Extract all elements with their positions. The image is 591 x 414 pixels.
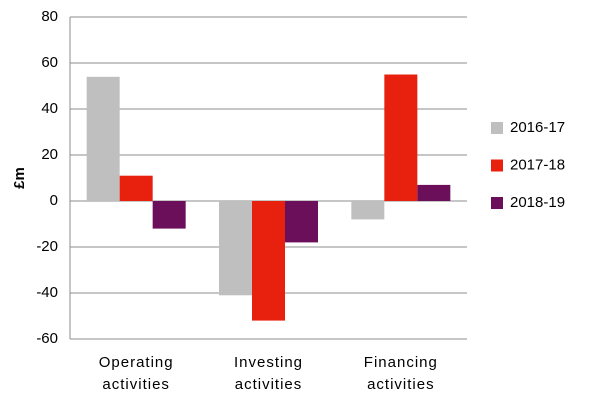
bar (384, 74, 418, 201)
x-tick-label: Financing activities (363, 354, 438, 393)
bar (285, 201, 318, 243)
y-tick-label: 0 (50, 192, 58, 209)
y-tick-label: 60 (41, 54, 58, 71)
y-tick-label: -60 (36, 330, 58, 347)
bar (417, 184, 451, 201)
y-axis-label: £m (11, 167, 28, 189)
bar (119, 175, 153, 201)
legend-swatch (491, 122, 503, 134)
legend-label: 2018-19 (510, 194, 565, 211)
legend-label: 2016-17 (510, 119, 565, 136)
bar (351, 201, 385, 220)
legend-swatch (491, 197, 503, 209)
bar (86, 76, 120, 201)
bar (152, 201, 186, 229)
legend-swatch (491, 159, 503, 172)
y-tick-label: 40 (41, 100, 58, 117)
y-tick-label: -20 (36, 238, 58, 255)
bar (252, 201, 285, 321)
x-tick-label: Investing activities (233, 354, 304, 393)
legend-label: 2017-18 (510, 156, 565, 173)
y-tick-label: 20 (41, 146, 58, 163)
x-tick-label: Operating activities (98, 354, 174, 393)
y-tick-label: 80 (41, 8, 58, 25)
bar (219, 201, 252, 296)
y-tick-label: -40 (36, 284, 58, 301)
